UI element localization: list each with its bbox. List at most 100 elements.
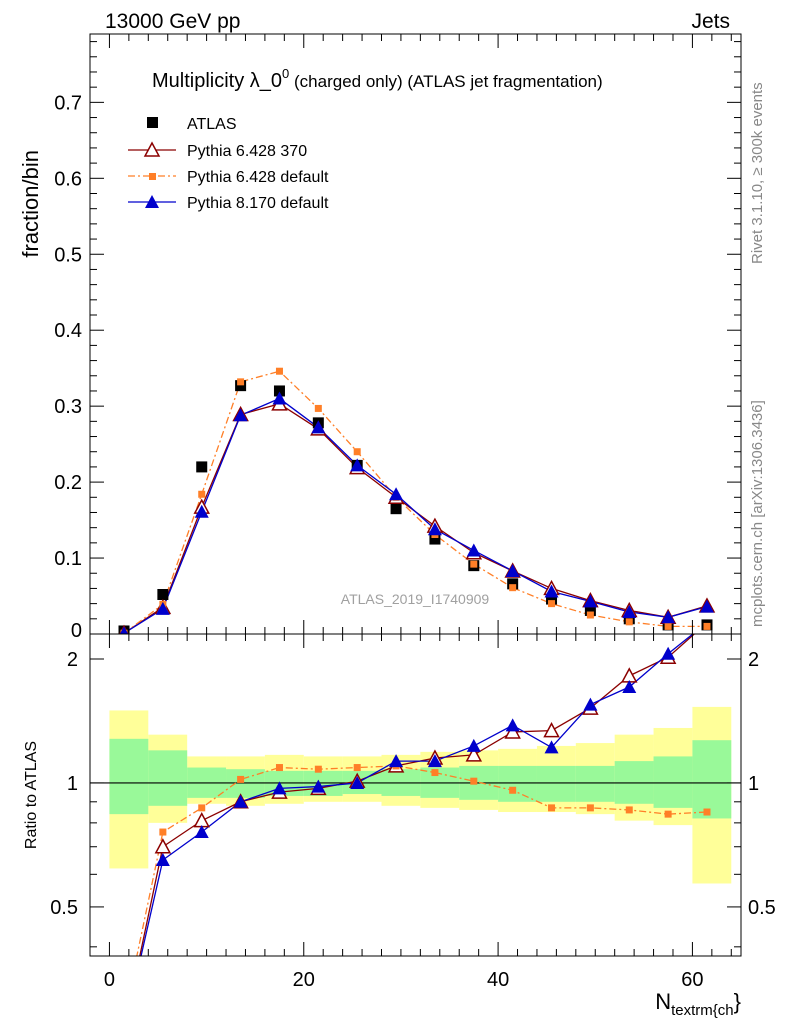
ratio-band-inner-bin — [653, 756, 693, 808]
ratio-point-py6-default — [353, 764, 361, 772]
ratio-point-py6-default — [625, 806, 633, 814]
ratio-panel-frame — [89, 633, 742, 957]
ratio-point-py8-default — [583, 697, 598, 711]
legend-marker-py8-default — [145, 195, 159, 208]
data-point-atlas — [429, 533, 441, 545]
plot-title-main: Multiplicity λ_0 — [152, 70, 282, 92]
ratio-point-py6-default — [586, 804, 594, 812]
x-tick-label: 20 — [293, 969, 315, 991]
plot-title: Multiplicity λ_00 (charged only) (ATLAS … — [152, 66, 603, 92]
data-point-py6-default — [664, 622, 672, 630]
ratio-band-inner-bin — [536, 765, 576, 802]
y-tick-label: 0.5 — [54, 244, 82, 266]
ratio-line-py6-370 — [139, 634, 696, 956]
ratio-band-inner-bin — [692, 740, 732, 819]
data-point-py8-default — [233, 408, 248, 422]
ratio-point-py6-default — [548, 804, 556, 812]
data-point-atlas — [584, 604, 596, 616]
ratio-point-py6-default — [314, 765, 322, 773]
ratio-band-inner-bin — [148, 750, 188, 806]
x-axis-label-main: N — [655, 989, 671, 1014]
ratio-line-py8-default — [140, 634, 694, 956]
data-point-py8-default — [622, 604, 637, 618]
ratio-y-tick-label: 2 — [67, 649, 78, 671]
ratio-point-py8-default — [622, 680, 637, 694]
ratio-panel-marks — [90, 634, 741, 956]
data-point-py8-default — [311, 420, 326, 434]
legend-label-py8-default: Pythia 8.170 default — [187, 195, 329, 212]
ratio-point-py6-370 — [193, 812, 210, 828]
ratio-point-py6-default — [431, 769, 439, 777]
data-point-py8-default — [272, 391, 287, 405]
ratio-band-inner-bin — [575, 765, 615, 802]
side-label-rivet: Rivet 3.1.10, ≥ 300k events — [749, 82, 766, 264]
ratio-point-py8-default — [466, 738, 481, 752]
data-point-atlas — [273, 385, 285, 397]
data-point-py6-default — [314, 404, 322, 412]
y-tick-label: 0.6 — [54, 168, 82, 190]
ratio-band-inner-bin — [109, 738, 149, 815]
ratio-point-py6-370 — [621, 667, 638, 683]
ratio-point-py8-default — [155, 852, 170, 866]
data-point-py8-default — [544, 584, 559, 598]
ratio-point-py6-370 — [154, 838, 172, 854]
legend-label-py6-default: Pythia 6.428 default — [187, 169, 329, 186]
side-label-mcplots: mcplots.cern.ch [arXiv:1306.3436] — [749, 400, 766, 627]
ratio-point-py8-default — [505, 718, 520, 732]
ratio-point-py6-370 — [543, 722, 560, 738]
header-left: 13000 GeV pp — [105, 10, 240, 33]
x-axis-label-tail: } — [734, 989, 741, 1014]
legend-marker-atlas — [147, 117, 158, 128]
ratio-point-py8-default — [544, 740, 559, 754]
ratio-y-tick-label: 0.5 — [50, 897, 78, 919]
data-point-atlas — [157, 589, 169, 601]
data-point-py8-default — [699, 599, 714, 613]
legend: ATLAS Pythia 6.428 370 Pythia 6.428 defa… — [128, 116, 329, 212]
y-tick-label: 0.1 — [54, 548, 82, 570]
y-tick-label: 0 — [71, 620, 82, 642]
ratio-point-py8-default — [427, 754, 442, 768]
ratio-y-axis-label: Ratio to ATLAS — [23, 741, 40, 849]
ratio-point-py8-default — [194, 825, 209, 839]
x-axis-label-sub: textrm{ch — [671, 1002, 734, 1019]
data-point-py6-default — [586, 611, 594, 619]
ratio-point-py6-370 — [504, 723, 521, 739]
series-line-py8-default — [123, 397, 708, 634]
ratio-point-py6-default — [198, 804, 206, 812]
legend-label-atlas: ATLAS — [187, 116, 237, 133]
ratio-point-py6-default — [159, 828, 167, 836]
data-point-py8-default — [119, 626, 129, 634]
ratio-point-py8-default — [233, 794, 248, 808]
ratio-point-py6-default — [509, 786, 517, 794]
header-right: Jets — [691, 10, 730, 33]
data-point-atlas — [507, 578, 519, 590]
analysis-watermark: ATLAS_2019_I1740909 — [341, 591, 490, 607]
data-point-py8-default — [155, 601, 170, 615]
data-point-atlas — [235, 380, 247, 392]
data-point-atlas — [196, 461, 208, 473]
data-point-py6-default — [275, 367, 283, 375]
ratio-y-tick-label-right: 0.5 — [748, 897, 776, 919]
data-point-py8-default — [389, 487, 404, 501]
ratio-y-tick-label: 1 — [67, 773, 78, 795]
ratio-y-tick-label-right: 2 — [748, 649, 759, 671]
y-tick-label: 0.7 — [54, 92, 82, 114]
data-point-py6-default — [237, 378, 245, 386]
y-tick-label: 0.4 — [54, 320, 82, 342]
x-tick-label: 60 — [681, 969, 703, 991]
data-point-py6-default — [703, 622, 711, 630]
legend-marker-py6-default — [149, 173, 156, 180]
data-point-py8-default — [505, 563, 520, 577]
y-tick-label: 0.3 — [54, 396, 82, 418]
x-tick-label: 0 — [104, 969, 115, 991]
data-point-py6-default — [548, 600, 556, 608]
data-point-py8-default — [427, 522, 442, 536]
y-axis-label: fraction/bin — [18, 150, 43, 258]
x-tick-label: 40 — [487, 969, 509, 991]
legend-label-py6-370: Pythia 6.428 370 — [187, 143, 307, 160]
plot-title-sup: 0 — [282, 66, 289, 81]
series-line-py6-default — [123, 370, 707, 634]
axes: 0 20 40 60 0.1 0.2 0.3 0.4 0.5 0.6 0.7 0 0.5 0.5 1 1 2 2 — [50, 34, 776, 991]
data-point-py6-default — [625, 618, 633, 626]
